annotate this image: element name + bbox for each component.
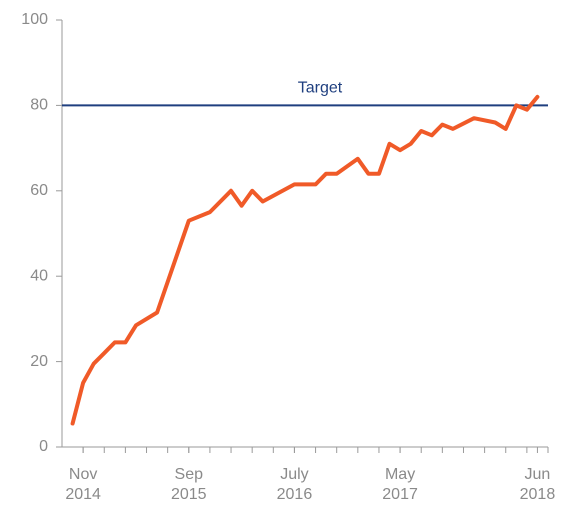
x-tick-label: May [385, 466, 415, 483]
target-label: Target [298, 80, 343, 97]
y-tick-label: 100 [21, 11, 48, 28]
y-tick-label: 40 [30, 267, 48, 284]
y-tick-label: 60 [30, 182, 48, 199]
x-tick-label: 2018 [520, 486, 556, 503]
x-tick-label: July [280, 466, 308, 483]
x-tick-label: 2015 [171, 486, 207, 503]
y-tick-label: 20 [30, 353, 48, 370]
x-tick-label: Jun [525, 466, 551, 483]
x-tick-label: 2014 [65, 486, 101, 503]
x-tick-label: Sep [175, 466, 204, 483]
x-tick-label: 2017 [382, 486, 418, 503]
data-line [70, 94, 540, 426]
y-tick-label: 0 [39, 438, 48, 455]
y-tick-label: 80 [30, 97, 48, 114]
x-tick-label: 2016 [277, 486, 313, 503]
x-tick-label: Nov [69, 466, 97, 483]
